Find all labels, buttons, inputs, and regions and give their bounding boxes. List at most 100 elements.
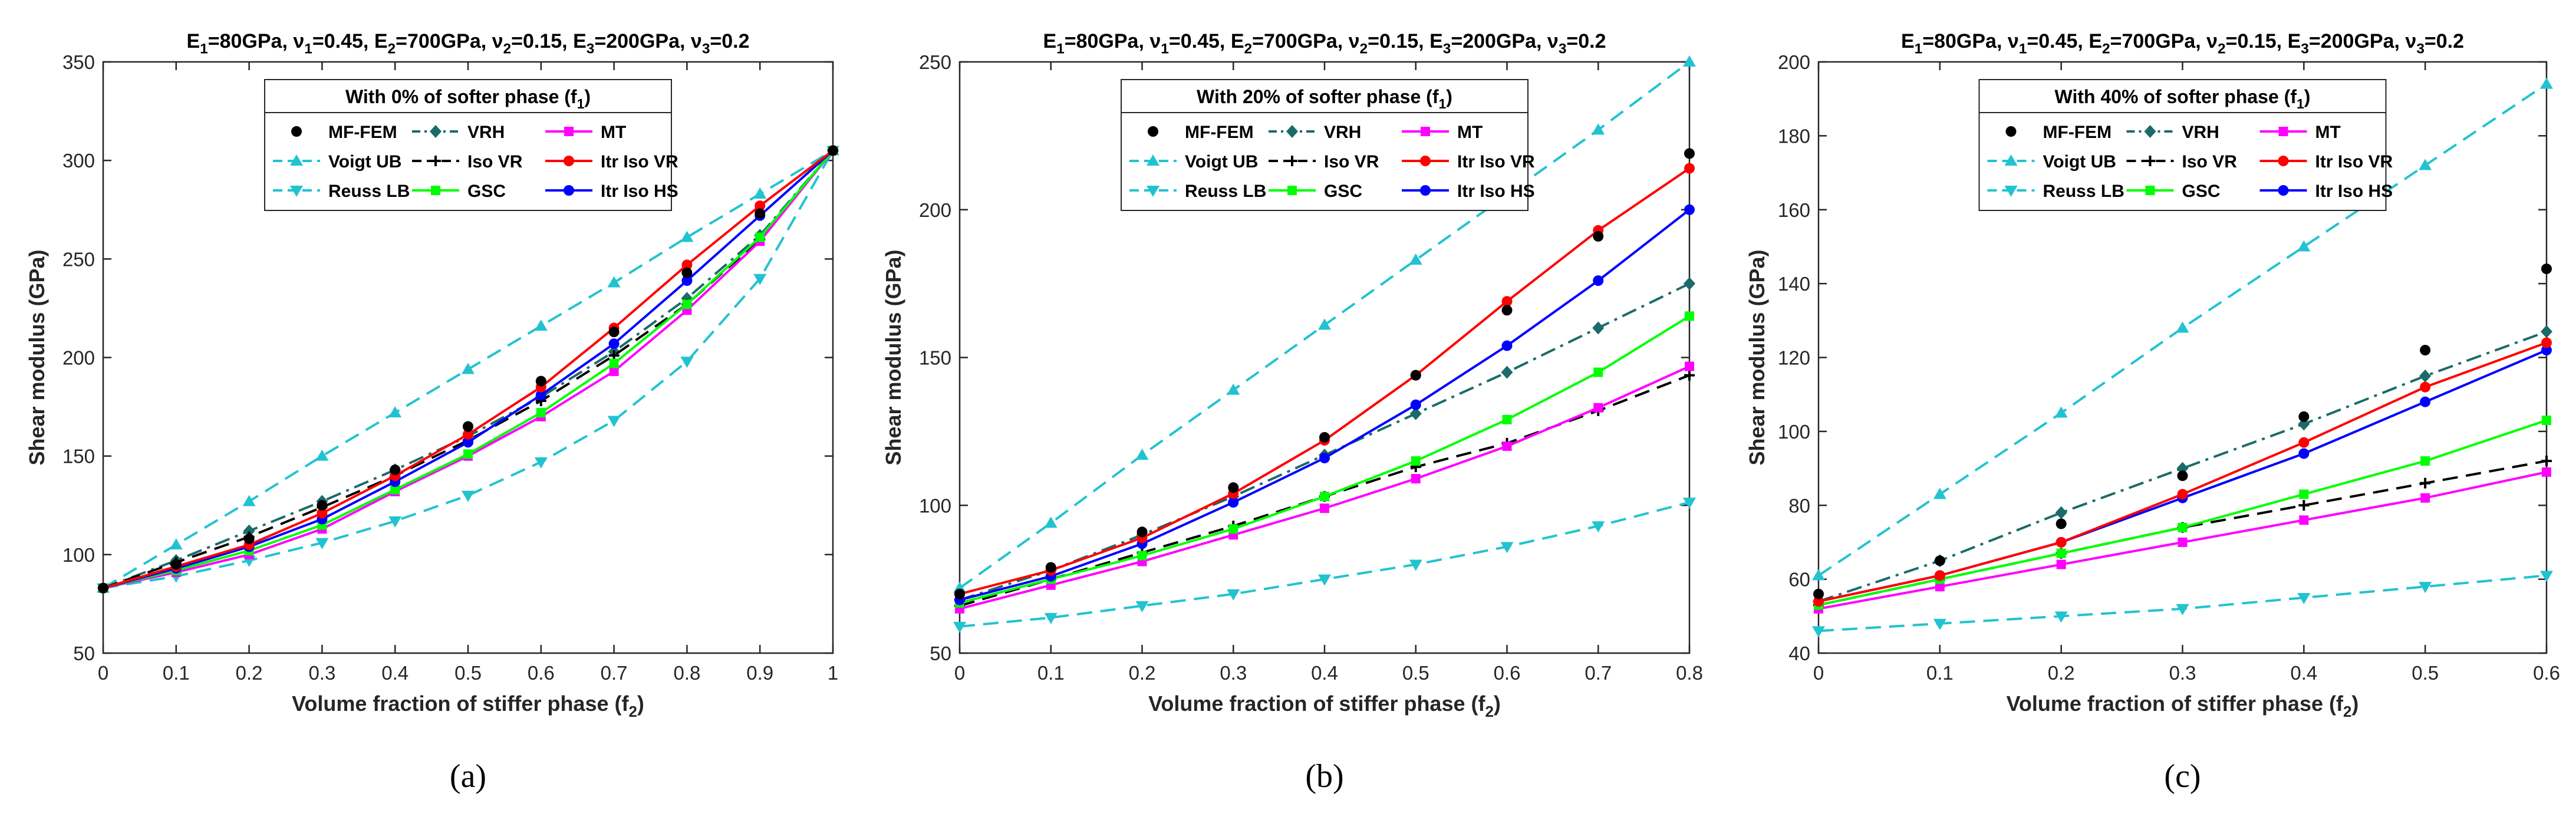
legend-item-vrh: VRH [1269,123,1361,142]
data-point [2056,559,2066,569]
y-tick-label: 180 [1778,125,1810,147]
legend-item-vrh: VRH [412,123,505,142]
legend-item-iso-vr: Iso VR [412,152,523,172]
x-tick-label: 0.5 [1402,662,1429,684]
legend-label: Itr Iso VR [601,152,678,172]
data-point [1227,383,1240,395]
data-point [2419,159,2432,170]
y-tick-label: 350 [62,51,95,73]
legend-item-voigt-ub: Voigt UB [1129,152,1258,172]
data-point [1320,503,1329,513]
data-point [1933,487,1946,499]
data-point [1683,55,1696,67]
legend-marker [2278,156,2289,166]
data-point [2297,592,2311,604]
data-point [2298,411,2310,422]
data-point [2054,406,2068,418]
series-mt [955,361,1694,614]
x-tick-label: 0.4 [2290,662,2317,684]
data-point [462,363,475,374]
data-point [463,421,473,432]
legend-title: With 40% of softer phase (f1) [2055,86,2311,111]
series-mt [1814,467,2551,614]
data-point [755,200,766,212]
legend-item-iso-vr: Iso VR [2126,152,2237,172]
data-point [1593,403,1603,413]
data-point [1411,474,1421,484]
data-point [755,208,766,219]
legend-item-iso-vr: Iso VR [1269,152,1379,172]
legend: With 0% of softer phase (f1) MF-FEM VRH MT V… [264,79,678,211]
x-tick-label: 0 [954,662,965,684]
legend-item-vrh: VRH [2126,123,2219,142]
data-point [1227,589,1240,601]
x-tick-label: 0.5 [454,662,482,684]
y-tick-label: 300 [62,150,95,172]
data-point [681,259,693,271]
data-point [682,299,692,309]
data-point [2298,500,2310,511]
legend-item-mt: MT [545,123,626,142]
legend-marker [290,186,303,197]
legend-item-mf-fem: MF-FEM [1148,123,1254,142]
data-point [1410,399,1421,410]
data-point [390,485,400,495]
data-point [2299,489,2309,499]
legend-marker [1287,186,1297,195]
data-point [1592,321,1605,335]
series-mf-fem [98,145,838,594]
data-point [954,588,965,599]
x-tick-label: 0.6 [528,662,555,684]
legend-item-mf-fem: MF-FEM [2005,123,2111,142]
x-tick-label: 0.7 [601,662,628,684]
legend-marker [1286,125,1298,138]
data-point [2297,240,2311,252]
y-tick-label: 50 [930,643,951,664]
data-point [388,516,402,528]
series-mf-fem [1813,263,2552,599]
y-axis-label: Shear modulus (GPa) [881,249,905,465]
y-tick-label: 40 [1788,643,1810,664]
legend-label: Voigt UB [2043,152,2116,172]
data-point [2055,506,2067,519]
data-point [1592,521,1605,533]
data-point [534,319,548,331]
legend-item-reuss-lb: Reuss LB [1129,182,1266,201]
x-tick-label: 0.4 [1311,662,1338,684]
data-point [1685,311,1694,321]
legend-label: MF-FEM [1185,123,1254,142]
legend-title: With 20% of softer phase (f1) [1197,86,1452,111]
y-tick-label: 100 [62,544,95,566]
data-point [1319,453,1330,464]
y-tick-label: 250 [919,51,951,73]
legend-box [1978,79,2387,211]
data-point [2055,536,2067,548]
x-axis-label: Volume fraction of stiffer phase (f2) [2007,691,2359,720]
data-point [463,437,473,448]
legend-label: Itr Iso HS [2315,182,2393,201]
legend-label: MF-FEM [328,123,397,142]
x-tick-label: 0.7 [1585,662,1612,684]
data-point [1502,441,1512,451]
x-axis-label: Volume fraction of stiffer phase (f2) [1148,691,1501,720]
series-line [103,150,834,589]
data-point [1137,526,1148,538]
data-point [98,582,108,594]
legend-label: Itr Iso VR [2315,152,2393,172]
data-point [2542,467,2551,477]
data-point [243,524,255,538]
legend-marker [1148,126,1158,137]
legend-label: GSC [2182,182,2221,201]
chart-title: E1=80GPa, ν1=0.45, E2=700GPa, ν2=0.15, E… [1901,30,2464,57]
data-point [753,187,767,199]
legend-item-voigt-ub: Voigt UB [273,152,401,172]
data-point [607,276,621,288]
data-point [1934,555,1945,566]
legend-marker [431,186,440,195]
data-point [1683,498,1696,509]
legend-marker [2005,126,2017,137]
legend-item-itr-iso-vr: Itr Iso VR [1402,152,1535,172]
legend-item-itr-iso-vr: Itr Iso VR [2259,152,2393,172]
data-point [1044,612,1058,624]
x-tick-label: 0.9 [746,662,773,684]
